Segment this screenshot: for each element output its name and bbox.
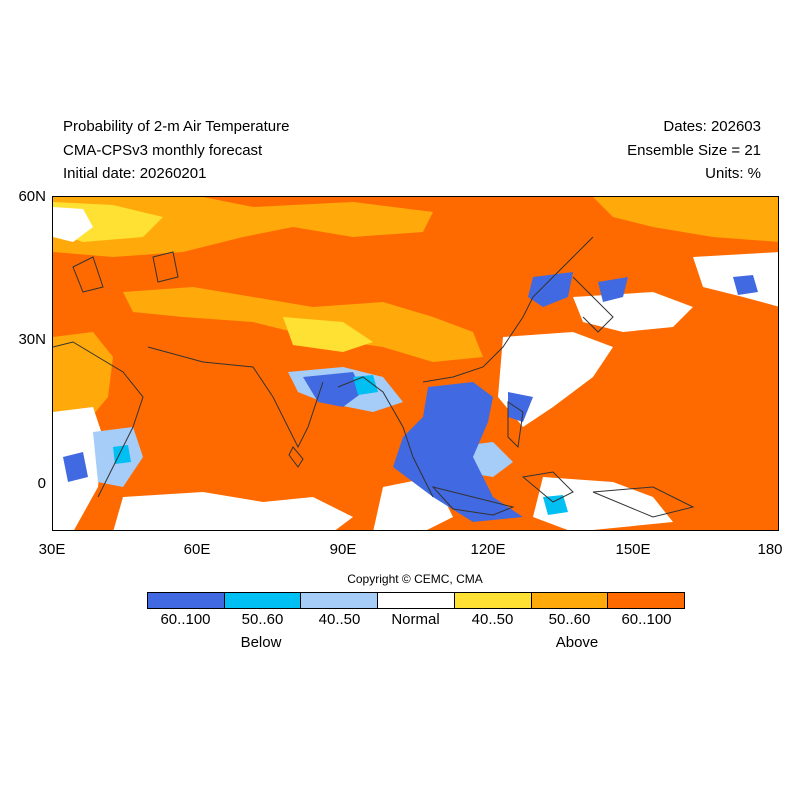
legend-swatch-below-50-60 [224,593,302,608]
legend-label: 40..50 [471,611,514,628]
ensemble-size: Ensemble Size = 21 [627,142,761,159]
lat-tick-label: 0 [37,475,46,492]
copyright-notice: Copyright © CEMC, CMA [347,572,483,586]
legend-group-below: Below [240,634,282,651]
initial-date: Initial date: 20260201 [63,165,207,182]
forecast-dates: Dates: 202603 [663,118,761,135]
legend-swatch-above-40-50 [454,593,532,608]
legend-group-above: Above [555,634,599,651]
coastlines [53,236,695,518]
lon-tick-label: 90E [329,541,357,558]
below-50-60-regions [113,375,568,515]
lon-tick-label: 30E [38,541,66,558]
units-label: Units: % [705,165,761,182]
map-title: Probability of 2-m Air Temperature [63,118,290,135]
legend-swatch-below-40-50 [301,593,379,608]
lat-tick-label: 30N [18,331,46,348]
probability-map [52,196,779,531]
lat-tick-label: 60N [18,188,46,205]
legend-label: Normal [391,611,440,628]
lon-tick-label: 60E [183,541,211,558]
lon-tick-label: 120E [470,541,506,558]
color-legend [147,592,685,609]
below-60-100-regions [63,272,758,522]
legend-label: 40..50 [318,611,361,628]
legend-swatch-normal [378,593,455,608]
lon-tick-label: 150E [615,541,651,558]
legend-label: 60..100 [160,611,211,628]
legend-label: 50..60 [241,611,284,628]
legend-label: 60..100 [621,611,672,628]
lon-tick-label: 180 [757,541,783,558]
legend-label: 50..60 [548,611,591,628]
model-name: CMA-CPSv3 monthly forecast [63,142,263,159]
legend-swatch-above-60-100 [608,593,685,608]
legend-swatch-above-50-60 [531,593,609,608]
legend-swatch-below-60-100 [148,593,225,608]
